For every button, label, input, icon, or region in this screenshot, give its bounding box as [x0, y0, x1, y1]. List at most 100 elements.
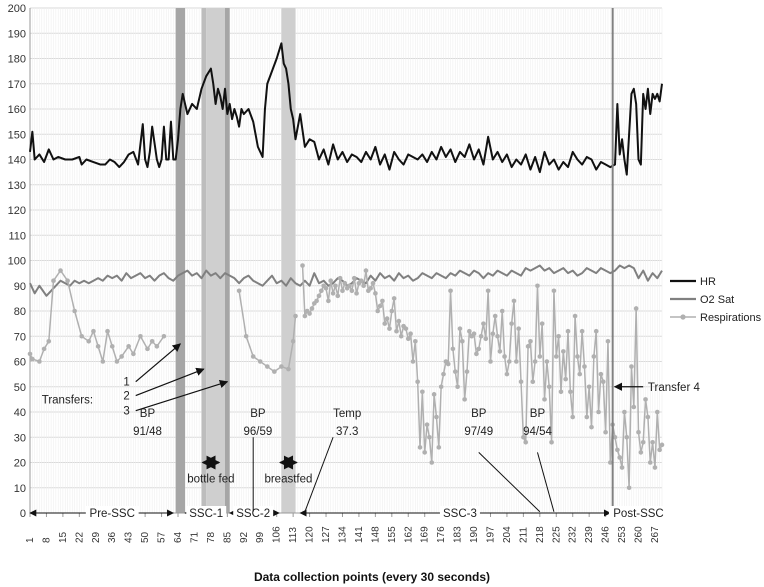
respirations-point	[497, 349, 503, 354]
respirations-point	[528, 339, 533, 344]
respirations-point	[537, 354, 543, 359]
bp-pointer-line	[536, 452, 555, 512]
respirations-point	[509, 321, 514, 326]
x-tick-label: 64	[173, 531, 184, 543]
respirations-point	[565, 328, 571, 334]
respirations-point	[457, 326, 463, 331]
respirations-point	[638, 450, 644, 455]
x-tick-label: 43	[124, 531, 135, 543]
respirations-point	[307, 311, 312, 316]
legend-resp-marker	[680, 314, 686, 320]
x-tick-label: 120	[305, 526, 316, 543]
x-tick-label: 36	[107, 531, 118, 543]
respirations-point	[37, 359, 42, 364]
respirations-point	[95, 344, 101, 349]
hr-line	[29, 42, 663, 176]
phase-labels: Pre-SSC SSC-1 SSC-2 SSC-3 Post-SSC	[29, 506, 669, 520]
respirations-point	[492, 313, 498, 319]
respirations-point	[455, 384, 460, 390]
respirations-point	[584, 414, 590, 420]
respirations-point	[525, 344, 531, 349]
x-tick-label: 267	[650, 526, 661, 543]
respirations-point	[387, 326, 392, 331]
respirations-point	[612, 434, 618, 440]
transfer-number: 2	[123, 391, 129, 403]
respirations-point	[441, 371, 446, 377]
respirations-point	[553, 354, 559, 359]
x-tick-label: 190	[469, 526, 480, 543]
y-tick-label: 20	[14, 458, 26, 470]
respirations-point	[488, 359, 493, 364]
y-tick-label: 140	[8, 155, 26, 167]
x-axis-title: Data collection points (every 30 seconds…	[254, 570, 490, 584]
respirations-point	[264, 364, 270, 369]
transfer-arrow	[135, 343, 182, 383]
respirations-point	[384, 316, 390, 321]
transfer-number: 1	[123, 377, 129, 389]
x-tick-label: 57	[157, 531, 168, 543]
respirations-point	[626, 485, 632, 491]
x-tick-label: 253	[617, 526, 628, 543]
respirations-point	[391, 296, 397, 301]
respirations-point	[593, 328, 599, 334]
respirations-point	[558, 389, 564, 395]
respirations-point	[340, 288, 345, 294]
respirations-point	[431, 392, 437, 397]
phase-bar	[175, 8, 186, 513]
respirations-point	[145, 346, 150, 352]
respirations-point	[328, 278, 334, 284]
x-tick-labels: 1 8 15 22 29 36 43 50 57 64 71 78 85 92 99 106 113 120 127…	[25, 513, 661, 543]
transfer-4-label: Transfer 4	[648, 382, 701, 394]
x-tick-label: 85	[222, 531, 233, 543]
x-tick-label: 15	[58, 531, 69, 543]
respirations-point	[389, 308, 395, 314]
annotation-value: 37.3	[336, 426, 358, 438]
respirations-point	[370, 280, 376, 286]
x-tick-label: 78	[206, 531, 217, 543]
respirations-point	[523, 440, 529, 445]
respirations-point	[309, 306, 315, 311]
respirations-point	[448, 288, 453, 294]
respirations-point	[272, 369, 277, 374]
annotation-label: BP	[530, 408, 546, 420]
respirations-point	[619, 465, 625, 470]
annotation-value: 97/49	[464, 426, 493, 438]
respirations-point	[445, 361, 451, 367]
x-tick-label: 71	[189, 531, 200, 543]
respirations-point	[608, 460, 613, 465]
transfer-arrow	[135, 379, 229, 412]
respirations-point	[420, 389, 425, 395]
respirations-point	[300, 263, 305, 268]
respirations-point	[655, 409, 660, 415]
annotation-value: 96/59	[244, 426, 273, 438]
y-tick-label: 190	[8, 28, 26, 40]
respirations-point	[279, 364, 284, 369]
respirations-point	[542, 397, 547, 402]
y-tick-label: 120	[8, 205, 26, 217]
y-tick-label: 70	[14, 331, 26, 343]
x-tick-label: 1	[25, 537, 36, 543]
respirations-point	[483, 336, 489, 342]
respirations-point	[46, 339, 52, 344]
phase-bar	[201, 8, 207, 513]
respirations-point	[579, 328, 585, 334]
y-tick-label: 10	[14, 483, 26, 495]
respirations-point	[450, 346, 456, 352]
respirations-point	[633, 306, 639, 311]
y-tick-label: 80	[14, 306, 26, 318]
respirations-point	[518, 379, 524, 385]
y-tick-label: 90	[14, 281, 26, 293]
respirations-point	[582, 364, 587, 369]
respirations-point	[462, 397, 467, 402]
respirations-point	[65, 278, 70, 284]
y-tick-label: 30	[14, 432, 26, 444]
x-tick-label: 260	[634, 526, 645, 543]
phase-bar	[206, 8, 226, 513]
respirations-point	[532, 359, 538, 364]
respirations-point	[302, 313, 308, 319]
respirations-point	[622, 409, 627, 415]
respirations-point	[326, 298, 331, 304]
respirations-point	[502, 354, 507, 359]
respirations-point	[577, 371, 583, 377]
phase-label-bg	[85, 506, 139, 519]
